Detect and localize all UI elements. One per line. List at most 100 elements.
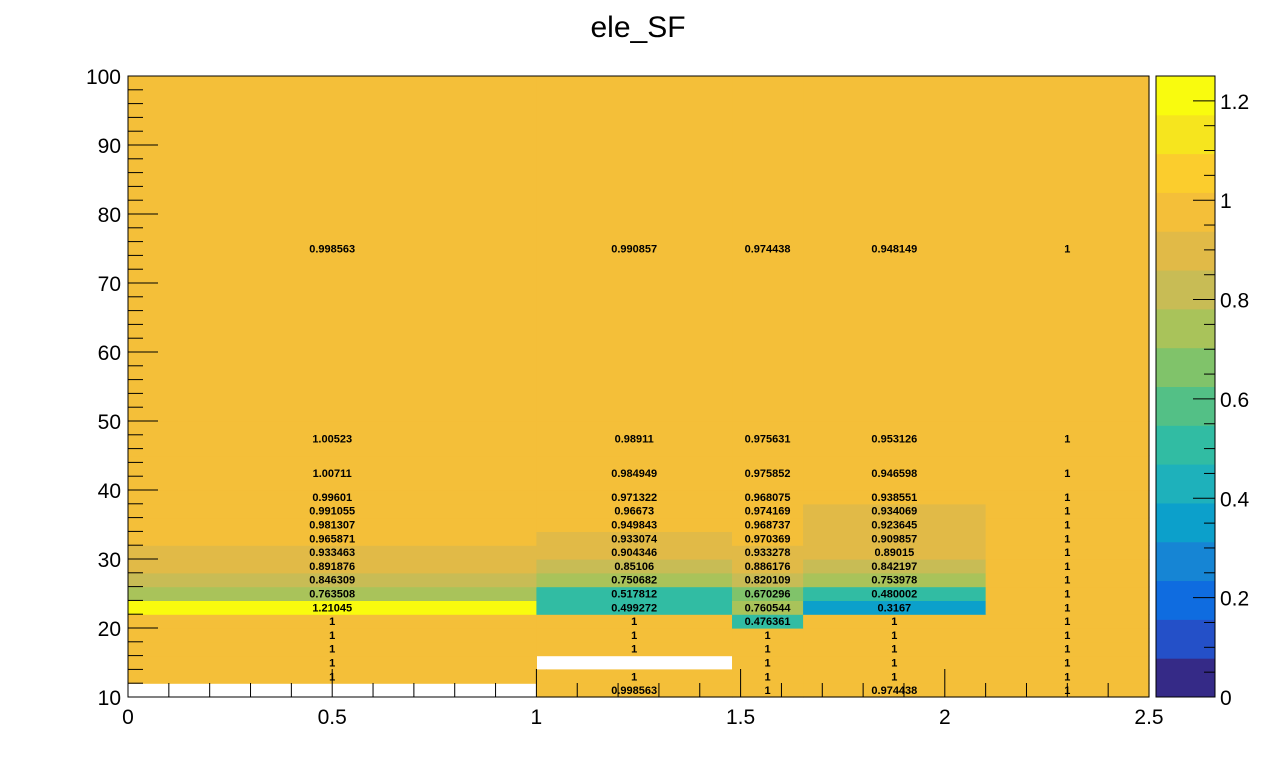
heatmap-cell <box>985 531 1150 546</box>
heatmap-cell <box>128 641 537 657</box>
cell-value-label: 1 <box>764 685 770 697</box>
heatmap-cell <box>732 421 804 457</box>
cell-value-label: 1 <box>1064 533 1070 545</box>
heatmap-cell <box>128 559 537 574</box>
heatmap-cell <box>803 614 987 629</box>
y-tick-label: 100 <box>86 66 121 89</box>
cell-value-label: 0.965871 <box>309 533 355 545</box>
cell-value-label: 0.933074 <box>611 533 658 545</box>
heatmap-cell <box>536 669 733 684</box>
axis-ticks <box>127 75 1150 698</box>
cell-value-label: 1 <box>1064 468 1070 480</box>
cell-value-label: 0.998563 <box>611 685 657 697</box>
heatmap-cell <box>128 76 537 422</box>
y-tick-label: 70 <box>98 273 121 296</box>
heatmap-cell <box>985 503 1150 519</box>
cell-value-label: 0.670296 <box>745 589 791 601</box>
heatmap-cell <box>985 490 1150 505</box>
x-tick-label: 2 <box>939 706 951 729</box>
cell-value-label: 0.968737 <box>745 520 791 532</box>
cell-value-label: 0.98911 <box>615 433 654 445</box>
cell-value-label: 0.3167 <box>878 602 912 614</box>
cell-value-label: 0.476361 <box>745 616 791 628</box>
heatmap-cell <box>732 503 804 519</box>
cell-value-label: 1 <box>631 671 637 683</box>
cell-value-label: 0.909857 <box>871 533 917 545</box>
heatmap-cell <box>732 559 804 574</box>
cell-value-label: 0.981307 <box>309 520 355 532</box>
heatmap-cell <box>128 455 537 491</box>
chart-title: ele_SF <box>590 11 685 44</box>
heatmap-cell <box>128 503 537 519</box>
heatmap-cell <box>732 490 804 505</box>
heatmap-cell <box>536 545 733 560</box>
cell-value-label: 0.971322 <box>611 492 657 504</box>
cell-value-label: 1.21045 <box>312 602 352 614</box>
cell-value-label: 0.499272 <box>611 602 657 614</box>
colorbar-segment <box>1156 425 1215 465</box>
heatmap-cell <box>732 669 804 684</box>
x-tick-label: 2.5 <box>1134 706 1163 729</box>
colorbar-tick-label: 0.2 <box>1220 588 1249 611</box>
cell-value-label: 0.938551 <box>871 492 917 504</box>
colorbar-tick-label: 1.2 <box>1220 91 1249 114</box>
cell-value-label: 1 <box>1064 644 1070 656</box>
cell-value-label: 1 <box>631 630 637 642</box>
cell-value-label: 1 <box>329 616 335 628</box>
heatmap-cell <box>803 683 987 698</box>
cell-value-label: 0.970369 <box>745 533 791 545</box>
cell-value-label: 0.886176 <box>745 561 791 573</box>
cell-value-label: 1 <box>891 671 897 683</box>
cell-value-label: 1.00711 <box>313 468 352 480</box>
heatmap-cell <box>985 641 1150 657</box>
heatmap-cell <box>985 669 1150 684</box>
heatmap-cell <box>128 517 537 532</box>
heatmap-cell <box>128 628 537 643</box>
cell-value-label: 1 <box>329 644 335 656</box>
cell-value-label: 1 <box>1064 561 1070 573</box>
heatmap-cell <box>985 614 1150 629</box>
y-tick-label: 60 <box>98 342 121 365</box>
cell-value-label: 1 <box>1064 433 1070 445</box>
cell-value-label: 0.96673 <box>614 506 654 518</box>
y-tick-labels: 10 20 30 40 50 60 70 80 90 100 <box>86 66 121 710</box>
cell-value-label: 0.750682 <box>611 575 657 587</box>
heatmap-cell <box>536 559 733 574</box>
heatmap-cell <box>732 545 804 560</box>
heatmap-cell <box>732 76 804 422</box>
colorbar-frame <box>1155 75 1216 698</box>
heatmap-cell <box>536 531 733 546</box>
cell-value-label: 0.934069 <box>871 506 917 518</box>
cell-value-label: 0.760544 <box>745 602 792 614</box>
cell-value-label: 0.974169 <box>745 506 791 518</box>
heatmap-cell <box>803 559 987 574</box>
heatmap-cell <box>803 545 987 560</box>
colorbar-segment <box>1156 192 1215 232</box>
heatmap-cell <box>128 586 537 601</box>
cell-value-label: 1 <box>631 616 637 628</box>
cell-value-label: 1 <box>1064 244 1070 256</box>
heatmap-cell <box>536 517 733 532</box>
cell-value-label: 1 <box>1064 658 1070 670</box>
heatmap-cell <box>985 421 1150 457</box>
cell-value-label: 1.00523 <box>312 433 352 445</box>
cell-labels: 0.998563 1 0.974438 1 1 1 1 1 1 1 1 1 1 1 1 1 1 1 1 1 1 1 1 1 1 0… <box>309 244 1070 698</box>
cell-value-label: 1 <box>1064 575 1070 587</box>
heatmap-cell <box>803 600 987 615</box>
heatmap-cell <box>985 586 1150 601</box>
heatmap-cell <box>536 683 733 698</box>
heatmap-cell <box>732 614 804 629</box>
colorbar <box>1155 75 1216 698</box>
heatmap-cell <box>732 655 804 670</box>
cell-value-label: 0.891876 <box>309 561 355 573</box>
cell-value-label: 0.904346 <box>611 547 657 559</box>
cell-value-label: 1 <box>891 616 897 628</box>
heatmap-cell <box>732 641 804 657</box>
x-tick-label: 0.5 <box>318 706 347 729</box>
cell-value-label: 0.974438 <box>871 685 917 697</box>
colorbar-tick-label: 1 <box>1220 190 1232 213</box>
cell-value-label: 0.991055 <box>309 506 355 518</box>
heatmap-cell <box>803 628 987 643</box>
cell-value-label: 0.984949 <box>611 468 657 480</box>
heatmap-cell <box>128 545 537 560</box>
